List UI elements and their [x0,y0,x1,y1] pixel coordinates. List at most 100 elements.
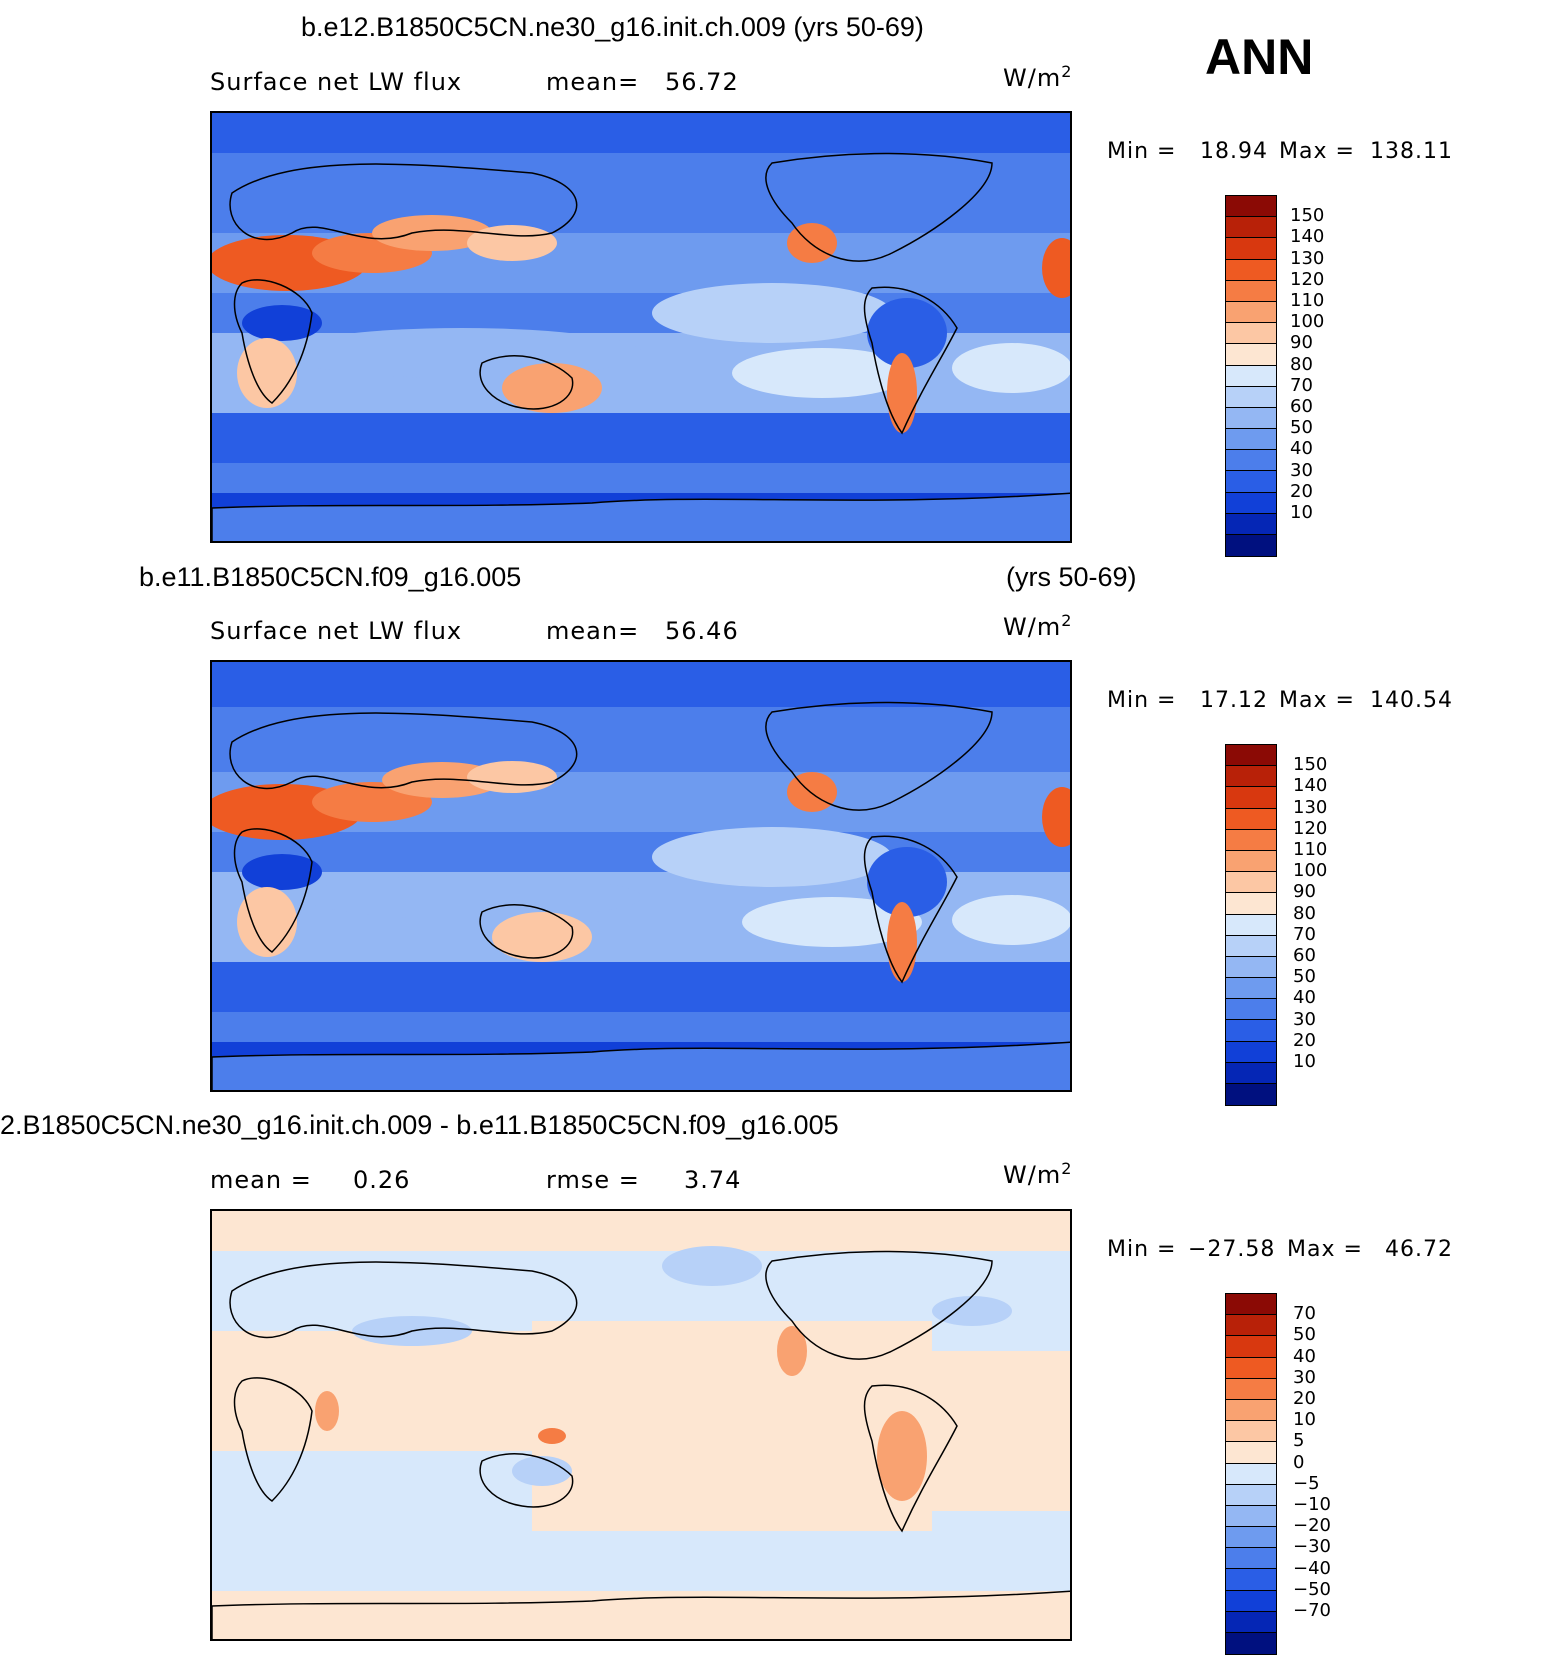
colorbar-level-label: 10 [1290,502,1313,523]
panel3-map-svg [212,1211,1070,1639]
colorbar-swatch [1226,217,1276,239]
colorbar-swatch [1226,1442,1276,1464]
colorbar-swatch [1226,1590,1276,1612]
panel1-max-value: 138.11 [1370,139,1453,164]
colorbar-swatch [1226,365,1276,387]
colorbar-level-label: 20 [1290,480,1313,502]
colorbar-level-label: 80 [1290,353,1313,375]
colorbar-level-label: 70 [1290,374,1313,396]
colorbar-swatch [1226,1041,1276,1063]
colorbar-level-label: 30 [1290,459,1313,481]
colorbar-level-label: 110 [1290,290,1325,311]
colorbar-swatch [1226,1336,1276,1358]
colorbar-swatch [1226,1020,1276,1042]
colorbar-level-label: 80 [1293,902,1316,924]
panel2-min-label: Min = [1107,688,1177,713]
panel2-units: W/m2 [1003,611,1073,641]
panel3-min-value: −27.58 [1188,1237,1276,1262]
panel1-title: b.e12.B1850C5CN.ne30_g16.init.ch.009 (yr… [301,12,924,42]
panel1-min-label: Min = [1107,139,1177,164]
colorbar-swatch [1226,1484,1276,1506]
panel3-title: 2.B1850C5CN.ne30_g16.init.ch.009 - b.e11… [0,1110,839,1140]
colorbar-swatch [1226,471,1276,493]
colorbar-swatch [1226,1548,1276,1570]
colorbar-swatch [1226,513,1276,535]
colorbar-swatch [1226,850,1276,873]
colorbar-level-label: 20 [1293,1388,1316,1409]
colorbar-swatch [1226,196,1276,218]
colorbar-swatch [1226,808,1276,830]
panel2-title: b.e11.B1850C5CN.f09_g16.005 [139,562,522,592]
colorbar-level-label: 150 [1290,205,1325,227]
colorbar-swatch [1226,344,1276,366]
colorbar-level-label: −70 [1293,1600,1331,1621]
colorbar-swatch [1226,872,1276,894]
colorbar-level-label: 90 [1293,881,1316,903]
colorbar-swatch [1226,429,1276,451]
colorbar-swatch [1226,956,1276,979]
colorbar-level-label: 30 [1293,1366,1316,1388]
colorbar-level-label: 60 [1290,396,1313,417]
panel2-max-value: 140.54 [1370,688,1453,713]
colorbar-level-label: 70 [1293,1303,1316,1325]
panel3-rmse-value: 3.74 [684,1166,742,1194]
panel1-units: W/m2 [1003,62,1073,92]
colorbar-level-label: 40 [1293,987,1316,1009]
panel2-field-name: Surface net LW flux [210,617,463,645]
colorbar-swatch [1226,935,1276,957]
colorbar-level-label: 70 [1293,923,1316,945]
colorbar-swatch [1226,1399,1276,1422]
panel1-max-label: Max = [1279,139,1355,164]
colorbar-level-label: −20 [1293,1515,1331,1537]
colorbar-level-label: 40 [1290,438,1313,460]
panel3-map [210,1209,1072,1641]
panel2-map-svg [212,662,1070,1090]
panel2-colorbar [1225,744,1277,1107]
colorbar-swatch [1226,1463,1276,1485]
panel3-max-value: 46.72 [1385,1237,1453,1262]
colorbar-level-label: 120 [1290,268,1325,290]
colorbar-swatch [1226,1357,1276,1379]
colorbar-swatch [1226,1062,1276,1084]
panel3-mean-value: 0.26 [353,1166,411,1194]
panel1-colorbar [1225,195,1277,558]
colorbar-level-label: 130 [1293,796,1328,818]
colorbar-level-label: 140 [1293,775,1328,797]
panel2-max-label: Max = [1279,688,1355,713]
colorbar-level-label: 100 [1290,311,1325,333]
colorbar-swatch [1226,766,1276,788]
colorbar-level-label: 60 [1293,945,1316,966]
panel2-map [210,660,1072,1092]
colorbar-swatch [1226,999,1276,1021]
panel1-mean-value: 56.72 [665,68,739,96]
panel1-min-value: 18.94 [1200,139,1268,164]
colorbar-level-label: 5 [1293,1430,1305,1452]
colorbar-level-label: 120 [1293,817,1328,839]
colorbar-swatch [1226,280,1276,302]
panel2-min-value: 17.12 [1200,688,1268,713]
colorbar-swatch [1226,1527,1276,1549]
colorbar-level-label: 90 [1290,332,1313,354]
colorbar-swatch [1226,301,1276,324]
colorbar-swatch [1226,1611,1276,1633]
colorbar-swatch [1226,259,1276,281]
colorbar-swatch [1226,386,1276,408]
panel2-mean-label: mean= [546,617,640,645]
colorbar-swatch [1226,787,1276,809]
panel3-min-label: Min = [1107,1237,1177,1262]
colorbar-level-label: 0 [1293,1451,1305,1473]
panel1-field-name: Surface net LW flux [210,68,463,96]
colorbar-swatch [1226,1505,1276,1528]
panel3-units: W/m2 [1003,1159,1073,1189]
colorbar-swatch [1226,323,1276,345]
colorbar-swatch [1226,1294,1276,1316]
panel3-mean-label: mean = [210,1166,312,1194]
colorbar-level-label: −10 [1293,1494,1331,1515]
colorbar-level-label: −40 [1293,1557,1331,1579]
colorbar-level-label: 150 [1293,754,1328,776]
panel3-rmse-label: rmse = [546,1166,640,1194]
colorbar-level-label: 10 [1293,1051,1316,1072]
colorbar-level-label: 140 [1290,226,1325,248]
colorbar-swatch [1226,829,1276,851]
panel2-mean-value: 56.46 [665,617,739,645]
